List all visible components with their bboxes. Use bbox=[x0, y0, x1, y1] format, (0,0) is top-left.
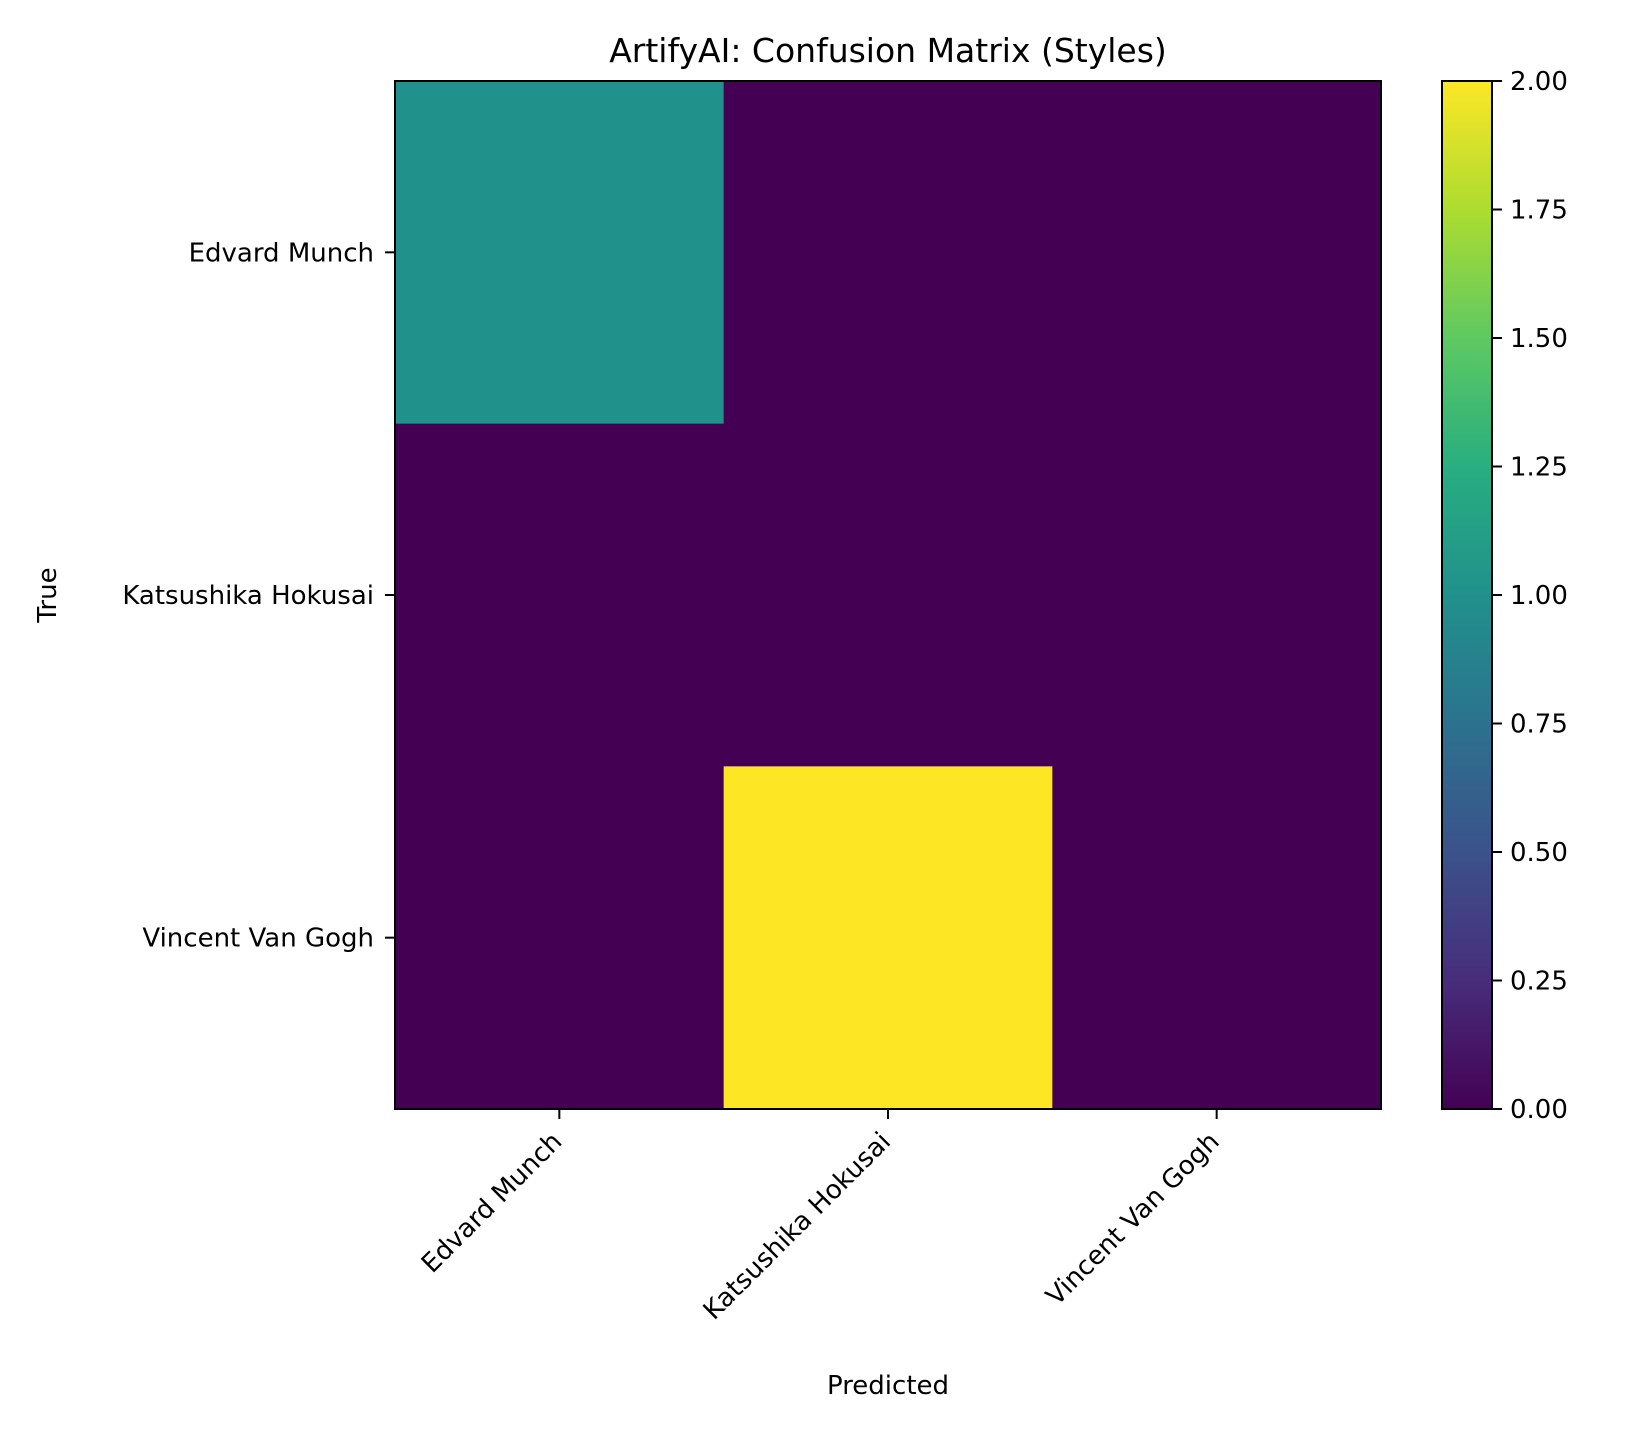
y-axis-label: True bbox=[33, 567, 63, 623]
colorbar-tick-label: 1.25 bbox=[1510, 453, 1568, 483]
x-axis-label: Predicted bbox=[827, 1371, 949, 1401]
chart-title: ArtifyAI: Confusion Matrix (Styles) bbox=[609, 31, 1167, 70]
heatmap-cell bbox=[1052, 423, 1382, 767]
colorbar-tick-label: 1.00 bbox=[1510, 581, 1568, 611]
y-axis-ticks: Edvard Munch Katsushika Hokusai Vincent Va… bbox=[122, 238, 395, 954]
x-axis-ticks: Edvard Munch Katsushika Hokusai Vincent Va… bbox=[416, 1109, 1226, 1326]
colorbar-tick-label: 0.00 bbox=[1510, 1095, 1568, 1125]
heatmap-cell bbox=[723, 423, 1053, 767]
x-tick-label: Katsushika Hokusai bbox=[698, 1127, 897, 1326]
heatmap-cell bbox=[723, 81, 1053, 425]
heatmap-cell bbox=[395, 81, 725, 425]
y-tick-label: Edvard Munch bbox=[189, 238, 374, 268]
heatmap-cell bbox=[723, 766, 1053, 1110]
heatmap-cell bbox=[1052, 81, 1382, 425]
colorbar-tick-label: 2.00 bbox=[1510, 67, 1568, 97]
colorbar bbox=[1441, 80, 1493, 1110]
heatmap-cell bbox=[1052, 766, 1382, 1110]
colorbar-tick-label: 1.75 bbox=[1510, 196, 1568, 226]
heatmap-cell bbox=[395, 423, 725, 767]
x-tick-label: Edvard Munch bbox=[416, 1127, 568, 1279]
heatmap-cell bbox=[395, 766, 725, 1110]
colorbar-tick-label: 0.25 bbox=[1510, 967, 1568, 997]
colorbar-tick-label: 0.75 bbox=[1510, 710, 1568, 740]
colorbar-tick-label: 0.50 bbox=[1510, 838, 1568, 868]
heatmap-cells bbox=[395, 81, 1382, 1110]
x-tick-label: Vincent Van Gogh bbox=[1041, 1127, 1226, 1312]
y-tick-label: Vincent Van Gogh bbox=[142, 924, 374, 954]
colorbar-tick-label: 1.50 bbox=[1510, 324, 1568, 354]
colorbar-ticks: 0.00 0.25 0.50 0.75 1.00 1.25 1.50 1.75 2.00 bbox=[1492, 67, 1568, 1125]
y-tick-label: Katsushika Hokusai bbox=[122, 581, 374, 611]
